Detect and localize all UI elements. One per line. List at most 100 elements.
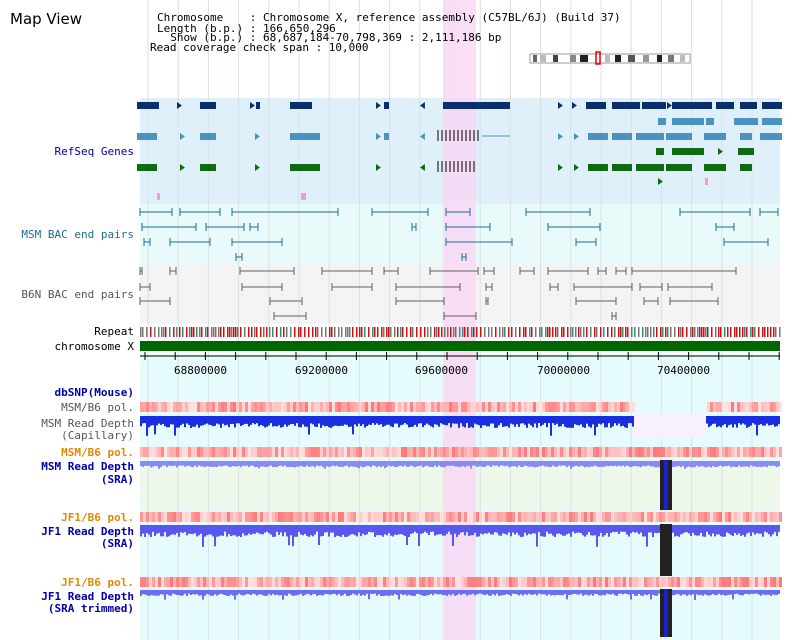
polymorphism-cell: [335, 447, 338, 457]
depth-bar: [644, 590, 646, 595]
polymorphism-cell: [413, 447, 416, 457]
depth-bar: [356, 461, 358, 468]
depth-bar: [228, 461, 230, 467]
repeat-mark: [703, 327, 705, 337]
polymorphism-cell: [224, 402, 227, 412]
gene-block: [290, 133, 320, 140]
depth-bar: [710, 461, 712, 468]
depth-bar: [210, 416, 212, 426]
depth-bar: [646, 590, 648, 596]
polymorphism-cell: [746, 577, 749, 587]
depth-bar: [324, 590, 326, 595]
polymorphism-cell: [473, 402, 476, 412]
track-label-jf1-trim[interactable]: JF1 Read Depth: [41, 590, 134, 603]
track-label-b6n-bac[interactable]: B6N BAC end pairs: [21, 288, 134, 301]
depth-bar: [442, 461, 444, 468]
track-label-chromosome[interactable]: chromosome X: [54, 340, 134, 353]
depth-bar: [450, 416, 452, 428]
polymorphism-cell: [320, 512, 323, 522]
depth-bar: [596, 525, 598, 547]
repeat-mark: [193, 327, 195, 337]
track-label-jf1-depth[interactable]: JF1 Read Depth: [41, 525, 134, 538]
gene-arrow: [558, 133, 563, 140]
polymorphism-cell: [419, 577, 422, 587]
depth-bar: [524, 525, 526, 533]
gene-block: [137, 133, 157, 140]
track-label-msm-pol[interactable]: MSM/B6 pol.: [61, 401, 134, 414]
polymorphism-cell: [302, 577, 305, 587]
depth-bar: [390, 461, 392, 467]
polymorphism-cell: [152, 577, 155, 587]
depth-bar: [208, 590, 210, 595]
polymorphism-cell: [380, 447, 383, 457]
depth-bar: [738, 416, 740, 424]
depth-bar: [378, 525, 380, 536]
depth-bar: [604, 461, 606, 467]
depth-bar: [166, 461, 168, 468]
polymorphism-cell: [341, 512, 344, 522]
polymorphism-cell: [590, 512, 593, 522]
polymorphism-cell: [344, 577, 347, 587]
depth-bar: [320, 590, 322, 596]
track-label-msm-pol-2[interactable]: MSM/B6 pol.: [61, 446, 134, 459]
repeat-mark: [662, 327, 664, 337]
repeat-mark: [504, 327, 506, 337]
polymorphism-cell: [371, 402, 374, 412]
depth-bar: [616, 416, 618, 426]
depth-bar: [690, 525, 692, 537]
polymorphism-cell: [191, 447, 194, 457]
polymorphism-cell: [173, 512, 176, 522]
depth-bar: [698, 525, 700, 536]
depth-bar: [768, 590, 770, 595]
polymorphism-cell: [683, 447, 686, 457]
polymorphism-cell: [602, 447, 605, 457]
polymorphism-cell: [278, 447, 281, 457]
depth-bar: [750, 461, 752, 466]
track-label-jf1-pol-2[interactable]: JF1/B6 pol.: [61, 576, 134, 589]
track-label-jf1-pol[interactable]: JF1/B6 pol.: [61, 511, 134, 524]
gene-block: [740, 102, 757, 109]
depth-bar: [292, 590, 294, 596]
depth-bar: [596, 461, 598, 467]
track-label-refseq[interactable]: RefSeq Genes: [54, 145, 134, 158]
polymorphism-cell: [731, 402, 734, 412]
polymorphism-cell: [716, 577, 719, 587]
gene-marker: [705, 178, 708, 185]
depth-bar: [344, 461, 346, 467]
track-label-msm-bac[interactable]: MSM BAC end pairs: [21, 228, 134, 241]
polymorphism-cell: [728, 577, 731, 587]
track-label-dbsnp[interactable]: dbSNP(Mouse): [54, 386, 134, 399]
depth-bar: [478, 416, 480, 426]
depth-bar: [334, 416, 336, 426]
depth-bar: [254, 416, 256, 425]
polymorphism-cell: [245, 447, 248, 457]
polymorphism-cell: [383, 447, 386, 457]
depth-bar: [446, 525, 448, 534]
depth-bar: [754, 590, 756, 594]
depth-bar: [678, 525, 680, 537]
depth-bar: [400, 525, 402, 535]
depth-bar: [464, 525, 466, 536]
polymorphism-cell: [614, 447, 617, 457]
gene-arrow: [558, 164, 563, 171]
polymorphism-cell: [647, 577, 650, 587]
polymorphism-cell: [389, 577, 392, 587]
depth-bar: [328, 525, 330, 537]
depth-bar: [526, 525, 528, 536]
depth-bar: [184, 590, 186, 594]
depth-bar: [520, 590, 522, 595]
track-label-repeat[interactable]: Repeat: [94, 325, 134, 338]
repeat-mark: [390, 327, 392, 337]
depth-bar: [448, 416, 450, 424]
depth-bar: [486, 416, 488, 427]
depth-bar: [426, 525, 428, 533]
gene-block: [384, 102, 389, 109]
depth-bar: [476, 590, 478, 595]
repeat-mark: [406, 327, 408, 337]
track-label-msm-depth-sra[interactable]: MSM Read Depth: [41, 460, 134, 473]
depth-bar: [328, 590, 330, 595]
track-label-msm-depth-cap[interactable]: MSM Read Depth: [41, 417, 134, 430]
track-label-msm-depth-cap-sub: (Capillary): [61, 429, 134, 442]
depth-bar: [220, 525, 222, 536]
